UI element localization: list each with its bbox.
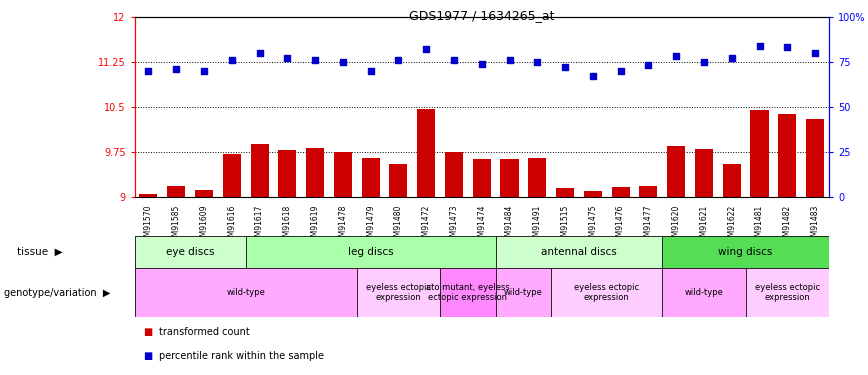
Bar <box>445 152 463 197</box>
Bar <box>440 268 496 317</box>
Bar <box>334 153 352 197</box>
Bar <box>279 150 296 197</box>
Bar <box>496 236 662 268</box>
Point <box>253 50 266 56</box>
Bar <box>140 195 157 197</box>
Bar <box>667 146 685 197</box>
Bar <box>195 190 213 197</box>
Text: wild-type: wild-type <box>685 288 723 297</box>
Point <box>503 57 516 63</box>
Point <box>725 55 739 61</box>
Bar <box>640 186 657 197</box>
Point <box>780 45 794 51</box>
Point <box>197 68 211 74</box>
Bar <box>501 159 518 197</box>
Point <box>808 50 822 56</box>
Bar <box>390 164 407 197</box>
Point <box>530 59 544 65</box>
Bar <box>529 158 546 197</box>
Bar <box>246 236 496 268</box>
Text: antennal discs: antennal discs <box>541 247 617 257</box>
Bar <box>135 236 246 268</box>
Point <box>447 57 461 63</box>
Point <box>641 63 655 69</box>
Bar <box>751 110 768 197</box>
Point <box>558 64 572 70</box>
Bar <box>584 192 602 197</box>
Bar <box>362 158 379 197</box>
Point <box>697 59 711 65</box>
Bar <box>418 109 435 197</box>
Text: GDS1977 / 1634265_at: GDS1977 / 1634265_at <box>409 9 555 22</box>
Bar <box>135 268 357 317</box>
Bar <box>251 144 268 197</box>
Bar <box>662 268 746 317</box>
Point <box>753 43 766 49</box>
Bar <box>556 188 574 197</box>
Text: genotype/variation  ▶: genotype/variation ▶ <box>4 288 111 297</box>
Text: eyeless ectopic
expression: eyeless ectopic expression <box>365 283 431 302</box>
Bar <box>806 119 824 197</box>
Text: ato mutant, eyeless
ectopic expression: ato mutant, eyeless ectopic expression <box>426 283 510 302</box>
Bar <box>695 149 713 197</box>
Point <box>586 73 600 79</box>
Bar <box>723 164 740 197</box>
Text: eyeless ectopic
expression: eyeless ectopic expression <box>754 283 820 302</box>
Point <box>336 59 350 65</box>
Text: tissue  ▶: tissue ▶ <box>17 247 63 257</box>
Point <box>169 66 183 72</box>
Bar <box>168 186 185 197</box>
Point <box>475 61 489 67</box>
Bar <box>473 159 490 197</box>
Point <box>364 68 378 74</box>
Text: eye discs: eye discs <box>166 247 214 257</box>
Text: ■: ■ <box>143 351 153 361</box>
Text: ■: ■ <box>143 327 153 337</box>
Text: leg discs: leg discs <box>348 247 393 257</box>
Bar <box>662 236 829 268</box>
Point <box>669 54 683 60</box>
Bar <box>779 114 796 197</box>
Text: eyeless ectopic
expression: eyeless ectopic expression <box>574 283 640 302</box>
Point <box>141 68 155 74</box>
Bar <box>223 154 240 197</box>
Point <box>614 68 628 74</box>
Point <box>225 57 239 63</box>
Bar <box>551 268 662 317</box>
Point <box>280 55 294 61</box>
Bar <box>306 148 324 197</box>
Text: transformed count: transformed count <box>159 327 250 337</box>
Point <box>308 57 322 63</box>
Bar <box>496 268 551 317</box>
Text: wild-type: wild-type <box>504 288 542 297</box>
Text: wild-type: wild-type <box>227 288 265 297</box>
Point <box>391 57 405 63</box>
Bar <box>357 268 440 317</box>
Text: wing discs: wing discs <box>719 247 773 257</box>
Text: percentile rank within the sample: percentile rank within the sample <box>159 351 324 361</box>
Point <box>419 46 433 52</box>
Bar <box>612 187 629 197</box>
Bar <box>746 268 829 317</box>
